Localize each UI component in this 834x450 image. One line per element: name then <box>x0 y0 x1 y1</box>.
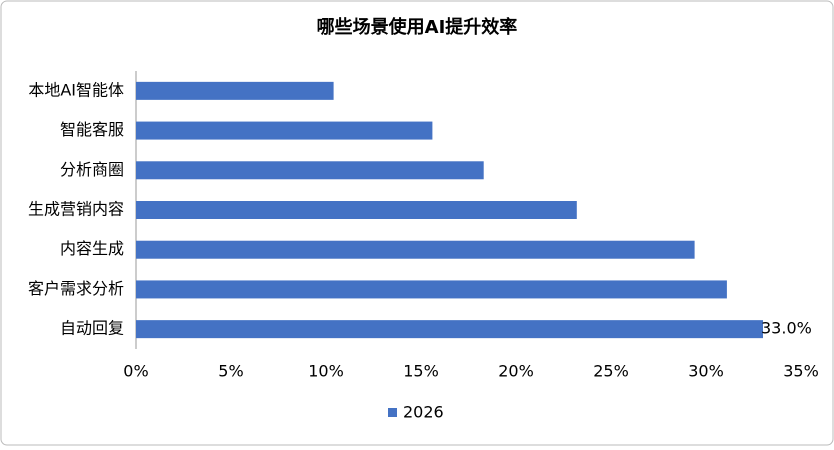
y-tick-label: 智能客服 <box>60 120 124 139</box>
y-tick-label: 自动回复 <box>60 319 124 338</box>
y-tick-label: 生成营销内容 <box>28 200 124 219</box>
y-tick-label: 本地AI智能体 <box>28 80 124 99</box>
bar <box>136 121 433 140</box>
legend-swatch <box>388 408 397 417</box>
bar <box>136 320 763 339</box>
y-tick-label: 客户需求分析 <box>28 279 124 298</box>
bar <box>136 161 484 180</box>
x-tick-label: 35% <box>783 362 819 381</box>
bar <box>136 280 727 299</box>
x-tick-label: 10% <box>308 362 344 381</box>
bar <box>136 240 695 259</box>
y-tick-label: 分析商圈 <box>60 160 124 179</box>
x-tick-label: 15% <box>403 362 439 381</box>
x-tick-label: 0% <box>123 362 148 381</box>
x-tick-label: 25% <box>593 362 629 381</box>
x-tick-label: 30% <box>688 362 724 381</box>
x-tick-label: 5% <box>218 362 243 381</box>
data-label: 33.0% <box>761 319 812 338</box>
y-tick-label: 内容生成 <box>60 239 124 258</box>
bar <box>136 201 577 219</box>
bar <box>136 81 334 100</box>
legend-label: 2026 <box>403 403 444 422</box>
chart-title: 哪些场景使用AI提升效率 <box>317 16 518 38</box>
x-tick-label: 20% <box>498 362 534 381</box>
